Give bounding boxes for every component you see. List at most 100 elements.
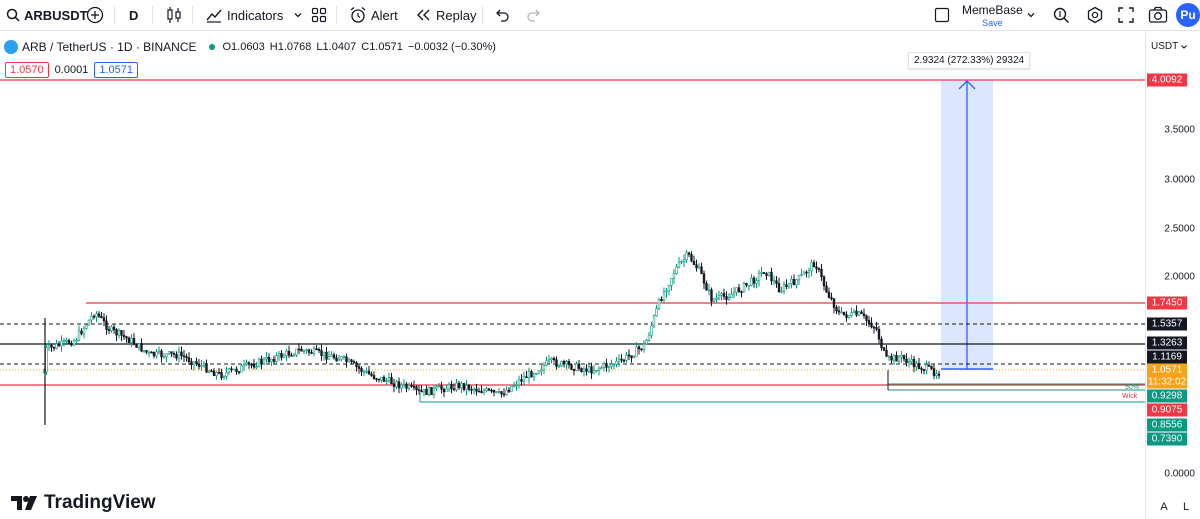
candle-body bbox=[587, 366, 591, 372]
candle-body bbox=[145, 350, 148, 353]
candle-body bbox=[592, 370, 596, 374]
candle-body bbox=[150, 351, 153, 354]
candle-body bbox=[910, 358, 913, 362]
candle-body bbox=[175, 354, 178, 359]
candle-body bbox=[822, 276, 826, 287]
candle-body bbox=[412, 386, 416, 388]
currency-button[interactable]: USDT bbox=[1151, 41, 1188, 52]
undo-button[interactable] bbox=[494, 0, 510, 30]
candle-body bbox=[130, 338, 133, 343]
candle-body bbox=[917, 363, 921, 369]
candle-body bbox=[515, 384, 518, 387]
candle-body bbox=[132, 338, 136, 345]
candle-body bbox=[125, 336, 128, 339]
indicators-button[interactable]: Indicators bbox=[205, 0, 303, 30]
log-scale-button[interactable]: L bbox=[1182, 501, 1190, 513]
candle-body bbox=[595, 370, 598, 372]
candle-body bbox=[800, 274, 803, 276]
candle-body bbox=[857, 311, 861, 316]
candle-body bbox=[630, 355, 633, 358]
candle-body bbox=[367, 370, 371, 375]
settings-button[interactable] bbox=[1086, 0, 1104, 30]
symbol-search-button[interactable]: ARBUSDT bbox=[6, 0, 88, 30]
candle-body bbox=[490, 389, 493, 392]
candle-body bbox=[820, 269, 823, 277]
candle-body bbox=[207, 370, 211, 373]
candle-body bbox=[95, 313, 98, 318]
candle-body bbox=[937, 373, 941, 376]
candle-body bbox=[57, 343, 61, 347]
redo-button[interactable] bbox=[526, 0, 542, 30]
symbol-name: ARBUSDT bbox=[24, 7, 88, 23]
candle-body bbox=[697, 266, 701, 269]
candle-body bbox=[645, 340, 648, 345]
candle-body bbox=[705, 282, 708, 291]
price-tick: 0.0000 bbox=[1164, 468, 1195, 480]
templates-button[interactable] bbox=[311, 0, 327, 30]
layout-menu-button[interactable] bbox=[1026, 0, 1036, 30]
candle-body bbox=[462, 383, 466, 390]
candle-body bbox=[437, 385, 441, 388]
candle-body bbox=[90, 315, 93, 321]
candle-body bbox=[322, 351, 326, 356]
sell-button[interactable]: 1.0570 bbox=[5, 62, 49, 78]
candle-body bbox=[452, 388, 456, 391]
candle-body bbox=[45, 347, 48, 373]
candle-body bbox=[167, 351, 171, 355]
candle-body bbox=[292, 354, 296, 357]
candle-body bbox=[407, 385, 411, 389]
interval-button[interactable]: D bbox=[129, 7, 139, 23]
candle-body bbox=[492, 389, 496, 393]
camera-icon bbox=[1148, 6, 1168, 23]
candle-body bbox=[287, 350, 291, 356]
candle-body bbox=[875, 327, 878, 330]
candle-body bbox=[852, 310, 856, 313]
quick-search-button[interactable] bbox=[1052, 0, 1070, 30]
candle-body bbox=[357, 366, 361, 369]
search-magnifier-icon bbox=[1053, 7, 1070, 24]
profile-avatar[interactable]: Pu bbox=[1176, 3, 1200, 27]
candle-body bbox=[570, 364, 573, 370]
legend-title[interactable]: ARB / TetherUS · 1D · BINANCE bbox=[22, 40, 197, 54]
chevron-down-icon bbox=[1027, 13, 1035, 18]
candle-body bbox=[885, 349, 888, 357]
candle-body bbox=[802, 271, 806, 275]
price-axis[interactable]: USDT 3.5000 3.0000 2.5000 2.0000 0.0000 bbox=[1145, 31, 1200, 519]
candle-body bbox=[527, 371, 531, 379]
candle-body bbox=[477, 390, 481, 393]
candle-body bbox=[807, 270, 811, 273]
replay-button[interactable]: Replay bbox=[415, 0, 476, 30]
auto-scale-button[interactable]: A bbox=[1160, 501, 1168, 513]
select-layout-checkbox[interactable] bbox=[934, 0, 950, 30]
fullscreen-button[interactable] bbox=[1118, 0, 1134, 30]
buy-button[interactable]: 1.0571 bbox=[94, 62, 138, 78]
candle-body bbox=[927, 364, 931, 367]
snapshot-button[interactable] bbox=[1148, 0, 1168, 30]
candle-body bbox=[622, 359, 626, 362]
candle-body bbox=[742, 282, 746, 293]
candle-body bbox=[717, 294, 721, 299]
candle-body bbox=[162, 356, 166, 359]
price-tag-0-9075: 0.9075 bbox=[1147, 403, 1187, 417]
candle-body bbox=[862, 313, 866, 317]
market-status-dot bbox=[208, 44, 215, 50]
price-tick: 3.5000 bbox=[1164, 124, 1195, 136]
candle-body bbox=[62, 340, 66, 342]
candle-body bbox=[55, 343, 58, 349]
candle-body bbox=[152, 351, 156, 357]
tradingview-logo[interactable]: TradingView bbox=[10, 492, 156, 514]
candle-body bbox=[115, 329, 118, 336]
candle-body bbox=[270, 358, 273, 362]
candle-body bbox=[877, 329, 881, 340]
candle-body bbox=[422, 388, 426, 393]
layout-name-button[interactable]: MemeBase Save bbox=[962, 4, 1023, 29]
alert-button[interactable]: Alert bbox=[349, 0, 398, 30]
candle-body bbox=[365, 370, 368, 373]
chart-type-button[interactable] bbox=[166, 0, 182, 30]
candle-body bbox=[430, 387, 433, 395]
chart-canvas[interactable] bbox=[0, 31, 1145, 519]
candle-body bbox=[935, 373, 938, 376]
compare-symbol-button[interactable] bbox=[86, 0, 104, 30]
candle-body bbox=[67, 340, 71, 344]
candle-body bbox=[102, 317, 106, 322]
